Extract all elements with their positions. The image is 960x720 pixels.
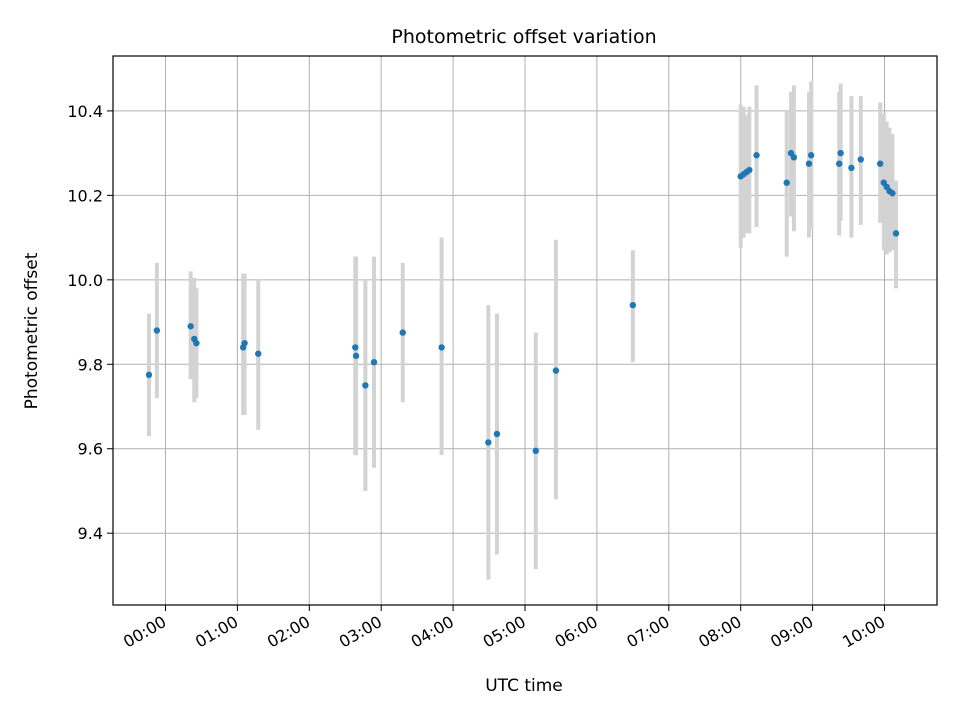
data-point — [783, 179, 790, 186]
data-point — [790, 154, 798, 161]
data-point — [241, 339, 248, 347]
data-point — [399, 329, 406, 336]
y-tick-label: 10.2 — [67, 186, 103, 205]
data-point — [753, 152, 760, 159]
x-axis-label: UTC time — [485, 676, 563, 696]
y-tick-label: 9.8 — [78, 355, 103, 374]
y-axis-ticks: 9.4 9.6 9.8 10.0 10.2 10.4 — [67, 102, 113, 543]
data-point — [255, 350, 262, 357]
data-point — [892, 230, 900, 237]
data-point — [552, 367, 560, 374]
y-axis-label: Photometric offset — [22, 252, 42, 409]
y-tick-label: 9.4 — [78, 524, 103, 543]
data-point — [352, 352, 360, 360]
data-point — [438, 344, 445, 351]
data-point — [805, 160, 813, 167]
data-point — [352, 344, 359, 351]
data-point — [876, 160, 884, 167]
data-point — [532, 447, 539, 455]
y-tick-label: 9.6 — [78, 440, 103, 459]
data-point — [857, 156, 864, 163]
data-point — [889, 190, 896, 197]
chart-title: Photometric offset variation — [391, 26, 656, 48]
data-point — [193, 339, 200, 347]
data-point — [187, 323, 194, 330]
data-point — [493, 430, 501, 438]
y-tick-label: 10.4 — [67, 102, 103, 121]
data-point — [145, 371, 153, 379]
data-point — [837, 149, 844, 157]
data-point — [153, 327, 161, 334]
y-tick-label: 10.0 — [67, 271, 103, 290]
data-point — [370, 358, 378, 366]
data-point — [807, 152, 815, 159]
data-points — [145, 149, 900, 455]
data-point — [836, 160, 843, 167]
data-point — [848, 164, 855, 172]
data-point — [485, 439, 492, 446]
data-point — [362, 382, 369, 389]
data-point — [629, 301, 637, 309]
data-point — [746, 166, 753, 174]
